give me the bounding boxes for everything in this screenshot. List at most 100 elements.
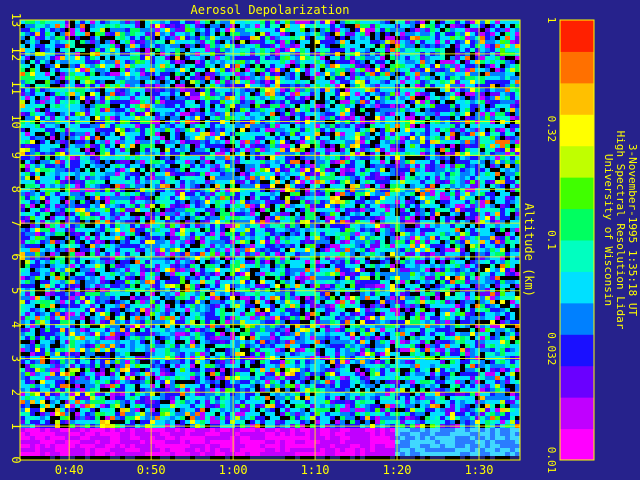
heatmap-cell [340,36,345,40]
heatmap-cell [515,24,520,28]
heatmap-cell [410,56,415,60]
heatmap-cell [400,24,405,28]
heatmap-cell [65,56,70,60]
heatmap-cell [415,96,420,100]
heatmap-cell [350,156,355,160]
heatmap-cell [370,68,375,72]
heatmap-cell [70,176,75,180]
heatmap-cell [180,88,185,92]
heatmap-cell [505,72,510,76]
heatmap-cell [265,24,270,28]
heatmap-cell [315,136,320,140]
heatmap-cell [30,68,35,72]
heatmap-cell [210,24,215,28]
heatmap-cell [485,92,490,96]
heatmap-cell [20,208,25,212]
heatmap-cell [285,80,290,84]
heatmap-cell [300,28,305,32]
heatmap-cell [275,84,280,88]
heatmap-cell [390,188,395,192]
heatmap-cell [280,192,285,196]
heatmap-cell [390,156,395,160]
heatmap-cell [470,160,475,164]
heatmap-cell [35,172,40,176]
heatmap-cell [250,36,255,40]
heatmap-cell [75,84,80,88]
heatmap-cell [295,212,300,216]
heatmap-cell [255,188,260,192]
heatmap-cell [250,128,255,132]
heatmap-cell [340,124,345,128]
heatmap-cell [105,80,110,84]
heatmap-cell [240,40,245,44]
heatmap-cell [200,208,205,212]
heatmap-cell [70,32,75,36]
heatmap-cell [465,164,470,168]
heatmap-cell [460,204,465,208]
heatmap-cell [340,160,345,164]
heatmap-cell [40,204,45,208]
heatmap-cell [260,112,265,116]
heatmap-cell [130,164,135,168]
heatmap-cell [215,84,220,88]
heatmap-cell [335,164,340,168]
heatmap-cell [210,176,215,180]
heatmap-cell [85,156,90,160]
heatmap-cell [25,104,30,108]
heatmap-cell [510,164,515,168]
heatmap-cell [210,76,215,80]
heatmap-cell [130,132,135,136]
heatmap-cell [180,112,185,116]
heatmap-cell [250,96,255,100]
heatmap-cell [90,92,95,96]
heatmap-cell [475,32,480,36]
heatmap-cell [20,172,25,176]
heatmap-cell [385,172,390,176]
heatmap-cell [200,128,205,132]
heatmap-cell [515,188,520,192]
heatmap-cell [405,40,410,44]
heatmap-cell [430,44,435,48]
heatmap-cell [55,48,60,52]
heatmap-cell [80,104,85,108]
heatmap-cell [455,60,460,64]
heatmap-cell [160,160,165,164]
heatmap-cell [360,48,365,52]
heatmap-cell [330,116,335,120]
heatmap-cell [175,180,180,184]
heatmap-cell [390,24,395,28]
heatmap-cell [75,180,80,184]
heatmap-cell [305,88,310,92]
heatmap-cell [460,208,465,212]
heatmap-cell [485,140,490,144]
heatmap-cell [410,28,415,32]
heatmap-cell [315,132,320,136]
heatmap-cell [255,160,260,164]
heatmap-cell [190,184,195,188]
heatmap-cell [400,168,405,172]
heatmap-cell [285,124,290,128]
heatmap-cell [185,132,190,136]
heatmap-cell [125,196,130,200]
heatmap-cell [135,180,140,184]
heatmap-cell [280,172,285,176]
heatmap-cell [405,168,410,172]
heatmap-cell [105,136,110,140]
heatmap-cell [60,188,65,192]
heatmap-cell [515,136,520,140]
heatmap-cell [140,136,145,140]
heatmap-cell [380,144,385,148]
heatmap-cell [165,116,170,120]
heatmap-cell [355,160,360,164]
heatmap-cell [385,76,390,80]
heatmap-cell [35,216,40,220]
heatmap-cell [145,32,150,36]
heatmap-cell [190,200,195,204]
heatmap-cell [275,168,280,172]
heatmap-cell [385,24,390,28]
heatmap-cell [480,216,485,220]
heatmap-cell [125,140,130,144]
heatmap-cell [305,56,310,60]
heatmap-cell [400,216,405,220]
heatmap-cell [200,212,205,216]
